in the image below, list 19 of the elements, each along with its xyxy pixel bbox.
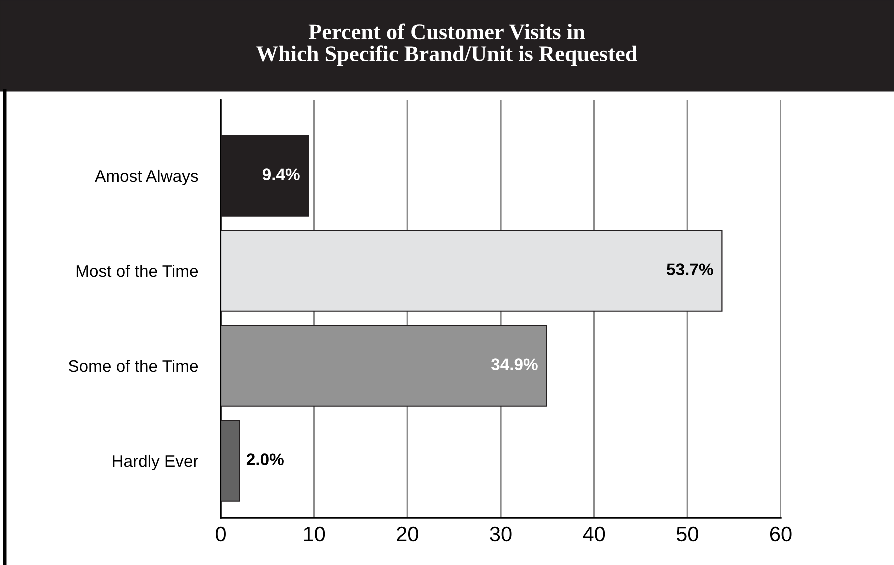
x-tick-label: 50 (676, 526, 698, 542)
x-tick-label: 60 (770, 526, 792, 542)
y-tick-label: Amost Always (95, 170, 198, 186)
chart-title: Percent of Customer Visits in Which Specific Brand/Unit is Requested (256, 24, 638, 66)
x-tick-label: 30 (490, 526, 512, 542)
data-label: 34.9% (491, 358, 538, 370)
data-label: 53.7% (667, 264, 714, 276)
y-tick-label: Some of the Time (68, 360, 198, 372)
bar (221, 420, 240, 502)
data-label: 9.4% (262, 168, 300, 180)
y-tick-label: Hardly Ever (113, 454, 199, 470)
x-tick-label: 40 (583, 526, 606, 542)
x-tick-label: 10 (304, 526, 326, 542)
bar (221, 230, 723, 312)
x-tick-label: 0 (216, 526, 226, 542)
data-label: 2.0% (246, 454, 284, 466)
bar (221, 135, 310, 217)
x-tick-label: 20 (397, 526, 418, 542)
y-tick-label: Most of the Time (76, 264, 198, 278)
